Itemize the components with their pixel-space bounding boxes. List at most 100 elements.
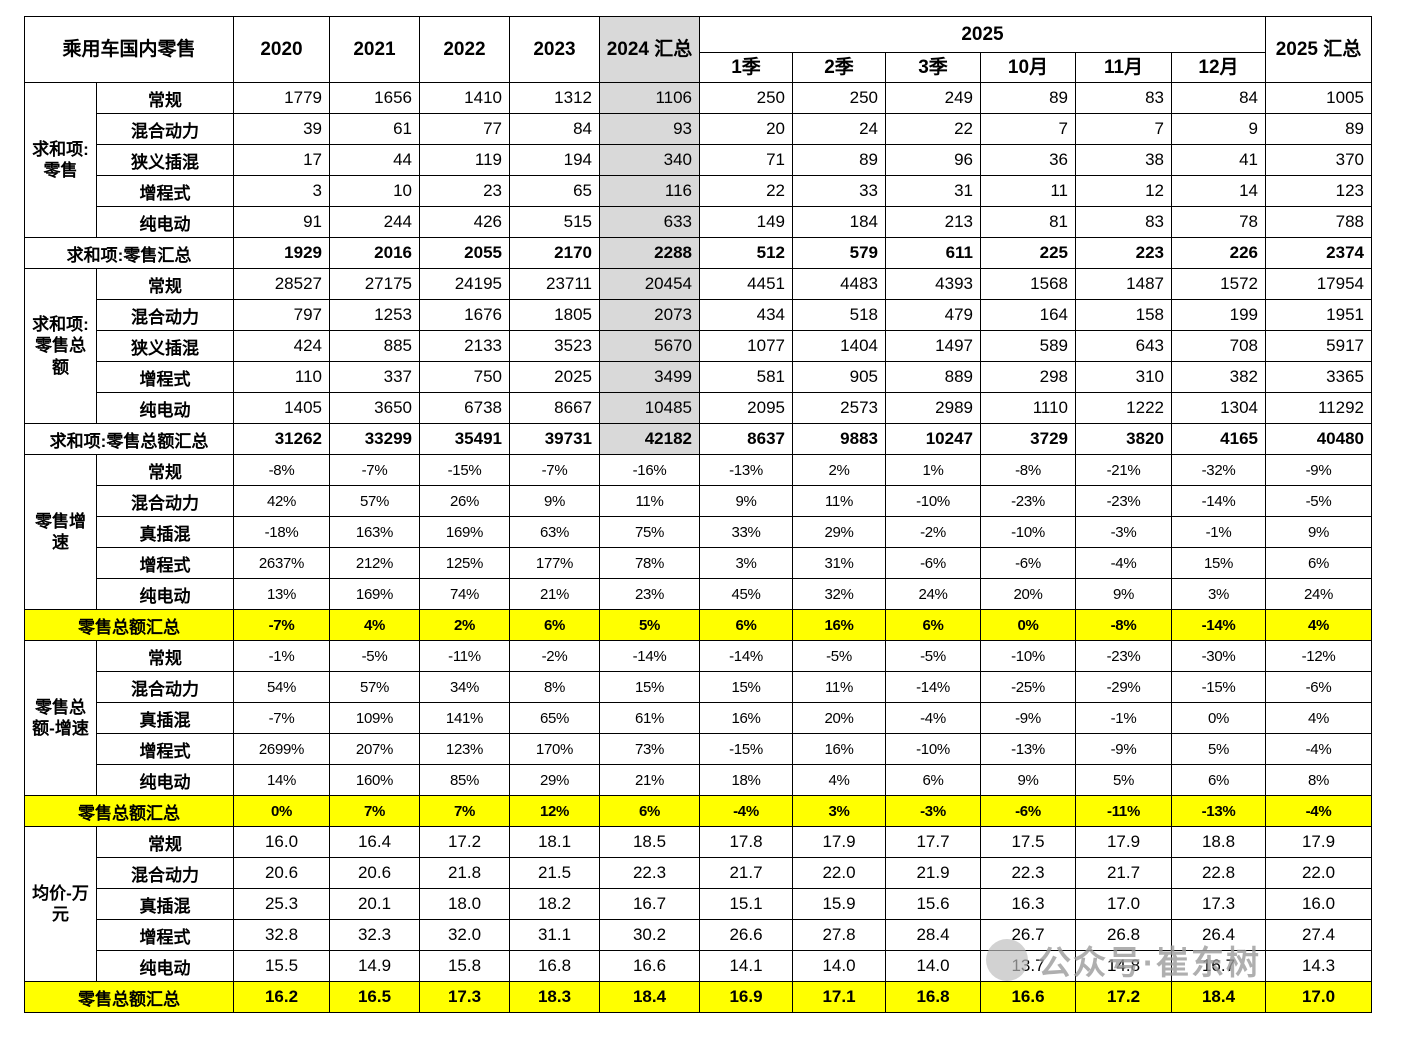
- value-cell: 42%: [233, 485, 330, 517]
- table-row: 混合动力 797 1253 1676 1805 2073 434 518 479 164 158 19…: [25, 299, 1372, 331]
- value-cell: 23: [419, 175, 510, 207]
- value-cell: 244: [329, 206, 420, 238]
- value-cell: 23711: [509, 268, 600, 300]
- value-cell: 16%: [792, 609, 886, 641]
- value-cell: 889: [885, 361, 981, 393]
- table-row: 求和项:零售 常规 1779 1656 1410 1312 1106 250 250 249 89 8…: [24, 82, 1372, 238]
- value-cell: 7%: [419, 795, 510, 827]
- value-cell: 9%: [1265, 516, 1372, 548]
- value-cell: 1077: [699, 330, 793, 362]
- value-cell: 89: [1265, 113, 1372, 145]
- value-cell: 6%: [509, 609, 600, 641]
- row-label: 增程式: [96, 175, 234, 207]
- value-cell: 1779: [233, 82, 330, 114]
- highlight-total-row: 零售总额汇总 -7% 4% 2% 6% 5% 6% 16% 6% 0% -8% -14% 4%: [24, 609, 1372, 641]
- total-label: 零售总额汇总: [24, 795, 234, 827]
- value-cell: 611: [885, 237, 981, 269]
- value-cell: 29%: [509, 764, 600, 796]
- value-cell: 22: [699, 175, 793, 207]
- value-cell: 8667: [509, 392, 600, 424]
- value-cell: -9%: [1075, 733, 1172, 765]
- value-cell: 16.7: [1171, 950, 1266, 982]
- table-title: 乘用车国内零售: [24, 16, 234, 83]
- value-cell: 5670: [599, 330, 700, 362]
- header-row-1: 乘用车国内零售 2020 2021 2022 2023 2024 汇总 2025…: [24, 16, 1372, 83]
- value-cell: -4%: [1265, 733, 1372, 765]
- value-cell: -9%: [1265, 454, 1372, 486]
- value-cell: 38: [1075, 144, 1172, 176]
- value-cell: 24195: [419, 268, 510, 300]
- value-cell: 17.1: [792, 981, 886, 1013]
- value-cell: 42182: [599, 423, 700, 455]
- value-cell: 18.4: [1171, 981, 1266, 1013]
- value-cell: 249: [885, 82, 981, 114]
- value-cell: 1405: [233, 392, 330, 424]
- value-cell: 0%: [233, 795, 330, 827]
- value-cell: 3%: [792, 795, 886, 827]
- value-cell: 41: [1171, 144, 1266, 176]
- value-cell: -6%: [1265, 671, 1372, 703]
- row-label: 纯电动: [96, 578, 234, 610]
- row-label: 狭义插混: [96, 330, 234, 362]
- value-cell: 71: [699, 144, 793, 176]
- value-cell: 337: [329, 361, 420, 393]
- value-cell: -9%: [980, 702, 1076, 734]
- table-row: 混合动力 39 61 77 84 93 20 24 22 7 7 9 89: [25, 113, 1372, 145]
- value-cell: 6%: [1265, 547, 1372, 579]
- value-cell: 9%: [980, 764, 1076, 796]
- table-row: 纯电动 1405 3650 6738 8667 10485 2095 2573 2989 1110…: [25, 392, 1372, 424]
- retail-table: 乘用车国内零售 2020 2021 2022 2023 2024 汇总 2025…: [24, 16, 1372, 1013]
- value-cell: 17.5: [980, 826, 1076, 858]
- value-cell: -23%: [1075, 640, 1172, 672]
- value-cell: 22.3: [980, 857, 1076, 889]
- value-cell: 515: [509, 206, 600, 238]
- value-cell: 22.3: [599, 857, 700, 889]
- value-cell: 9%: [1075, 578, 1172, 610]
- row-label: 混合动力: [96, 857, 234, 889]
- row-label: 常规: [96, 454, 234, 486]
- value-cell: 4165: [1171, 423, 1266, 455]
- value-cell: 27.8: [792, 919, 886, 951]
- value-cell: 6%: [699, 609, 793, 641]
- value-cell: -10%: [885, 485, 981, 517]
- value-cell: 2055: [419, 237, 510, 269]
- row-label: 真插混: [96, 702, 234, 734]
- value-cell: 1572: [1171, 268, 1266, 300]
- value-cell: 123: [1265, 175, 1372, 207]
- value-cell: 57%: [329, 671, 420, 703]
- table-row: 混合动力 42% 57% 26% 9% 11% 9% 11% -10% -23% -23% -14% -…: [25, 485, 1372, 517]
- row-label: 混合动力: [96, 113, 234, 145]
- value-cell: 83: [1075, 82, 1172, 114]
- value-cell: 225: [980, 237, 1076, 269]
- value-cell: 16.3: [980, 888, 1076, 920]
- value-cell: 382: [1171, 361, 1266, 393]
- value-cell: 3%: [699, 547, 793, 579]
- value-cell: 16.6: [599, 950, 700, 982]
- value-cell: 1676: [419, 299, 510, 331]
- value-cell: -5%: [329, 640, 420, 672]
- value-cell: 21.7: [699, 857, 793, 889]
- value-cell: -5%: [1265, 485, 1372, 517]
- value-cell: 1304: [1171, 392, 1266, 424]
- table-row: 混合动力 54% 57% 34% 8% 15% 15% 11% -14% -25% -29% -15%…: [25, 671, 1372, 703]
- value-cell: 20.6: [329, 857, 420, 889]
- value-cell: 11%: [599, 485, 700, 517]
- value-cell: 2073: [599, 299, 700, 331]
- value-cell: -15%: [699, 733, 793, 765]
- total-row: 求和项:零售总额汇总 31262 33299 35491 39731 42182 8637 9…: [24, 423, 1372, 455]
- value-cell: 2%: [419, 609, 510, 641]
- value-cell: 22.0: [792, 857, 886, 889]
- value-cell: 1253: [329, 299, 420, 331]
- value-cell: 2374: [1265, 237, 1372, 269]
- value-cell: 4483: [792, 268, 886, 300]
- value-cell: 708: [1171, 330, 1266, 362]
- value-cell: 298: [980, 361, 1076, 393]
- value-cell: 65: [509, 175, 600, 207]
- value-cell: 16.5: [329, 981, 420, 1013]
- table-row: 零售增速 常规 -8% -7% -15% -7% -16% -13% 2% 1% -8% -21% -3…: [24, 454, 1372, 610]
- value-cell: 24%: [885, 578, 981, 610]
- value-cell: -5%: [885, 640, 981, 672]
- value-cell: 17.7: [885, 826, 981, 858]
- table-row: 增程式 3 10 23 65 116 22 33 31 11 12 14 123: [25, 175, 1372, 207]
- total-label: 零售总额汇总: [24, 609, 234, 641]
